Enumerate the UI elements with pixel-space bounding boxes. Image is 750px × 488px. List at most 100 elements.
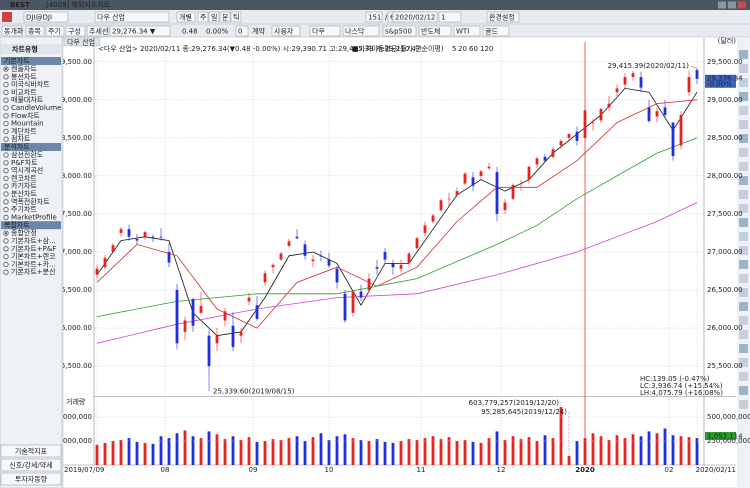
toolbar-item[interactable]: 일 (211, 13, 217, 22)
sidebar-button-label[interactable]: 신호/강세/약세 (9, 461, 52, 470)
sidebar-item[interactable]: 미국식바차트 (11, 80, 50, 89)
sidebar-item[interactable]: 종합안정 (11, 228, 37, 237)
toolbar-field[interactable] (65, 25, 86, 37)
tool-icon[interactable] (739, 330, 748, 339)
toolbar-field[interactable] (208, 11, 220, 23)
toolbar-item[interactable]: 동개화 (4, 27, 24, 36)
toolbar-field[interactable] (309, 25, 341, 37)
radio[interactable] (3, 152, 9, 158)
toolbar-item[interactable]: 환경설정 (489, 13, 515, 22)
sidebar-item[interactable]: 삼선전환도 (11, 150, 44, 159)
radio[interactable] (3, 120, 9, 127)
tool-icon[interactable] (739, 260, 748, 269)
sidebar-item[interactable]: Flow차트 (11, 111, 40, 120)
toolbar-field[interactable] (176, 11, 196, 23)
radio[interactable] (3, 175, 9, 182)
toolbar-field[interactable] (230, 11, 242, 23)
toolbar-field[interactable] (365, 11, 383, 23)
toolbar-field[interactable] (453, 25, 481, 37)
radio[interactable] (3, 214, 9, 221)
toolbar-field[interactable] (45, 25, 65, 37)
toolbar-item[interactable]: 구성 (68, 27, 81, 36)
tool-icon[interactable] (739, 372, 748, 381)
toolbar-field[interactable] (235, 25, 249, 37)
radio[interactable] (3, 97, 9, 103)
toolbar-item[interactable]: 0 (238, 28, 242, 36)
radio[interactable] (3, 269, 9, 275)
radio[interactable] (3, 81, 9, 88)
toolbar-field[interactable] (342, 25, 380, 37)
tool-icon[interactable] (739, 50, 748, 59)
radio[interactable] (3, 74, 9, 80)
radio[interactable] (3, 246, 9, 252)
toolbar-field[interactable] (23, 11, 69, 23)
toolbar-field[interactable] (109, 25, 171, 37)
toolbar-field[interactable] (219, 11, 231, 23)
tool-icon[interactable] (739, 148, 748, 157)
toolbar-item[interactable]: 종목 (28, 28, 41, 36)
toolbar-item[interactable]: s&p500 (385, 28, 412, 36)
radio[interactable] (3, 183, 9, 189)
tool-icon[interactable] (739, 274, 748, 283)
sidebar-button-label[interactable]: 기술적지표 (15, 447, 48, 456)
radio[interactable] (3, 238, 9, 244)
radio[interactable] (3, 113, 9, 119)
toolbar-field[interactable] (482, 25, 510, 37)
sidebar-item[interactable]: 주기차트 (11, 205, 37, 214)
toolbar-item[interactable]: 주 (200, 14, 207, 22)
sidebar-item[interactable]: MarketProfile (11, 213, 57, 221)
toolbar-field[interactable] (86, 25, 109, 37)
radio[interactable] (3, 261, 9, 268)
chart-tab[interactable] (63, 37, 101, 47)
tool-icon[interactable] (739, 288, 748, 297)
sidebar-button[interactable] (0, 444, 62, 458)
tool-icon[interactable] (739, 162, 748, 171)
sidebar-item[interactable]: 렌코차트 (11, 173, 37, 182)
radio[interactable] (3, 206, 9, 213)
sidebar-item[interactable]: 카기차트 (11, 181, 37, 190)
toolbar-item[interactable]: 0.48 (182, 28, 198, 36)
toolbar-item[interactable]: 사용자 (274, 27, 294, 36)
toolbar-field[interactable] (197, 11, 209, 23)
tool-icon[interactable] (739, 204, 748, 213)
toolbar-item[interactable]: 나스닥 (345, 27, 365, 36)
toolbar-item[interactable]: 29,276.34 ▼ (112, 28, 156, 36)
tool-icon[interactable] (739, 316, 748, 325)
sidebar-item[interactable]: 계단차트 (11, 126, 37, 135)
toolbar-field[interactable] (94, 11, 170, 23)
sidebar-item[interactable]: P&F차트 (11, 158, 38, 167)
window-button[interactable] (718, 1, 726, 9)
tool-icon[interactable] (739, 120, 748, 129)
sidebar-item[interactable]: 기본차트+렌코 (11, 252, 56, 261)
tool-icon[interactable] (739, 302, 748, 311)
window-button[interactable] (738, 1, 746, 9)
tool-icon[interactable] (739, 92, 748, 101)
toolbar-field[interactable] (25, 25, 45, 37)
sidebar-item[interactable]: 기본차트+삼... (11, 236, 56, 245)
window-button[interactable] (728, 1, 736, 9)
radio[interactable] (3, 199, 9, 205)
sidebar-item[interactable]: 기본차트+카... (11, 259, 56, 268)
sidebar-item[interactable]: 캔들차트 (11, 64, 37, 73)
tool-icon[interactable] (739, 386, 748, 395)
sidebar-item[interactable]: CandleVolume (11, 104, 61, 112)
tool-icon[interactable] (739, 246, 748, 255)
toolbar-item[interactable]: WTI (456, 28, 469, 36)
tool-icon[interactable] (739, 190, 748, 199)
tool-icon[interactable] (739, 64, 748, 73)
sidebar-button[interactable] (0, 472, 62, 486)
toolbar-item[interactable]: 추세선 (89, 27, 108, 36)
tool-icon[interactable] (739, 218, 748, 227)
sidebar-item[interactable]: 기본차트+P&F (11, 244, 56, 253)
toolbar-item[interactable]: 2020/02/12 (395, 14, 435, 22)
tool-icon[interactable] (739, 400, 748, 409)
toolbar-item[interactable]: 0.00% (206, 28, 229, 36)
tool-icon[interactable] (739, 344, 748, 353)
radio[interactable] (3, 253, 9, 260)
toolbar-item[interactable]: 1 (441, 14, 445, 22)
sidebar-item[interactable]: 기본차트+분산 (11, 267, 56, 276)
tool-icon[interactable] (739, 176, 748, 185)
tool-icon[interactable] (739, 232, 748, 241)
sidebar-item[interactable]: 점차트 (11, 134, 31, 143)
sidebar-item[interactable]: 역폭전환차트 (11, 197, 50, 206)
